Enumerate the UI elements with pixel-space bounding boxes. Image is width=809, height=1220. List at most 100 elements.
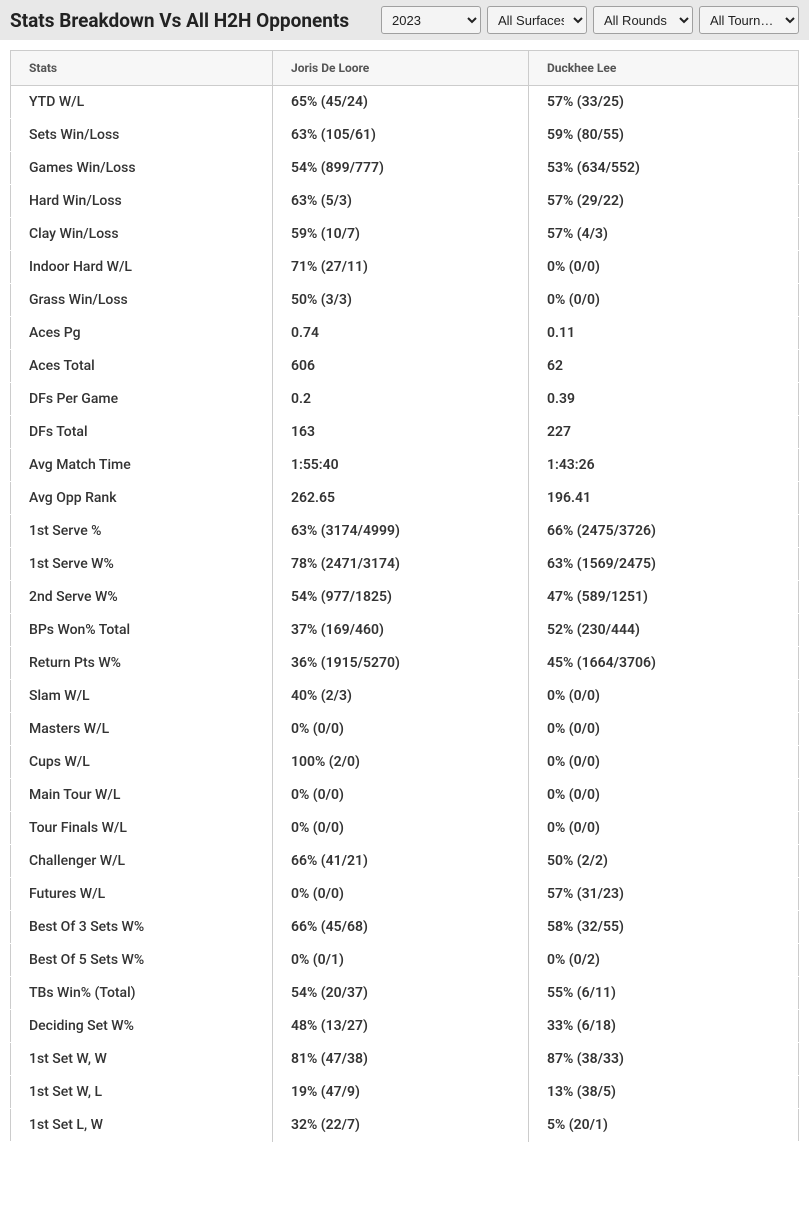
- player2-value: 0% (0/0): [529, 251, 799, 284]
- player1-value: 0.2: [273, 383, 529, 416]
- stat-label: 1st Serve W%: [11, 548, 273, 581]
- player2-value: 66% (2475/3726): [529, 515, 799, 548]
- player2-value: 59% (80/55): [529, 119, 799, 152]
- player1-value: 1:55:40: [273, 449, 529, 482]
- stat-label: 2nd Serve W%: [11, 581, 273, 614]
- stat-label: Tour Finals W/L: [11, 812, 273, 845]
- stat-label: Slam W/L: [11, 680, 273, 713]
- stat-label: Sets Win/Loss: [11, 119, 273, 152]
- table-row: Games Win/Loss54% (899/777)53% (634/552): [11, 152, 799, 185]
- player1-value: 100% (2/0): [273, 746, 529, 779]
- player1-value: 65% (45/24): [273, 86, 529, 119]
- table-row: YTD W/L65% (45/24)57% (33/25): [11, 86, 799, 119]
- table-header-row: Stats Joris De Loore Duckhee Lee: [11, 51, 799, 86]
- player2-value: 0% (0/0): [529, 713, 799, 746]
- table-row: Clay Win/Loss59% (10/7)57% (4/3): [11, 218, 799, 251]
- table-row: 1st Serve %63% (3174/4999)66% (2475/3726…: [11, 515, 799, 548]
- table-row: Sets Win/Loss63% (105/61)59% (80/55): [11, 119, 799, 152]
- stat-label: 1st Set W, W: [11, 1043, 273, 1076]
- player1-value: 606: [273, 350, 529, 383]
- stats-table: Stats Joris De Loore Duckhee Lee YTD W/L…: [10, 50, 799, 1142]
- surface-filter-select[interactable]: All Surfaces: [487, 6, 587, 34]
- stat-label: Best Of 5 Sets W%: [11, 944, 273, 977]
- player1-value: 40% (2/3): [273, 680, 529, 713]
- stat-label: Main Tour W/L: [11, 779, 273, 812]
- player2-value: 0.11: [529, 317, 799, 350]
- player1-value: 63% (5/3): [273, 185, 529, 218]
- stat-label: Avg Match Time: [11, 449, 273, 482]
- player2-value: 33% (6/18): [529, 1010, 799, 1043]
- player1-value: 48% (13/27): [273, 1010, 529, 1043]
- player1-value: 54% (20/37): [273, 977, 529, 1010]
- stat-label: Cups W/L: [11, 746, 273, 779]
- table-row: Deciding Set W%48% (13/27)33% (6/18): [11, 1010, 799, 1043]
- player1-value: 0% (0/0): [273, 779, 529, 812]
- table-row: Best Of 3 Sets W%66% (45/68)58% (32/55): [11, 911, 799, 944]
- table-row: DFs Total163227: [11, 416, 799, 449]
- player1-value: 63% (105/61): [273, 119, 529, 152]
- player2-value: 87% (38/33): [529, 1043, 799, 1076]
- stat-label: DFs Per Game: [11, 383, 273, 416]
- player2-value: 57% (4/3): [529, 218, 799, 251]
- player2-value: 62: [529, 350, 799, 383]
- table-row: 1st Set L, W32% (22/7)5% (20/1): [11, 1109, 799, 1142]
- table-row: Best Of 5 Sets W%0% (0/1)0% (0/2): [11, 944, 799, 977]
- table-row: Avg Opp Rank262.65196.41: [11, 482, 799, 515]
- stat-label: Indoor Hard W/L: [11, 251, 273, 284]
- player2-value: 55% (6/11): [529, 977, 799, 1010]
- stat-label: Return Pts W%: [11, 647, 273, 680]
- stat-label: Hard Win/Loss: [11, 185, 273, 218]
- stat-label: Clay Win/Loss: [11, 218, 273, 251]
- table-row: Hard Win/Loss63% (5/3)57% (29/22): [11, 185, 799, 218]
- stat-label: TBs Win% (Total): [11, 977, 273, 1010]
- stat-label: 1st Set W, L: [11, 1076, 273, 1109]
- player1-value: 54% (899/777): [273, 152, 529, 185]
- table-row: Cups W/L100% (2/0)0% (0/0): [11, 746, 799, 779]
- player2-value: 227: [529, 416, 799, 449]
- player2-value: 0.39: [529, 383, 799, 416]
- player1-value: 37% (169/460): [273, 614, 529, 647]
- stat-label: Futures W/L: [11, 878, 273, 911]
- player2-value: 50% (2/2): [529, 845, 799, 878]
- player2-value: 0% (0/0): [529, 812, 799, 845]
- table-row: Aces Total60662: [11, 350, 799, 383]
- table-row: DFs Per Game0.20.39: [11, 383, 799, 416]
- page-title: Stats Breakdown Vs All H2H Opponents: [10, 9, 375, 32]
- table-row: Tour Finals W/L0% (0/0)0% (0/0): [11, 812, 799, 845]
- stat-label: DFs Total: [11, 416, 273, 449]
- player2-value: 0% (0/0): [529, 680, 799, 713]
- stat-label: Grass Win/Loss: [11, 284, 273, 317]
- player2-value: 58% (32/55): [529, 911, 799, 944]
- player2-value: 13% (38/5): [529, 1076, 799, 1109]
- player2-value: 0% (0/0): [529, 746, 799, 779]
- table-row: Slam W/L40% (2/3)0% (0/0): [11, 680, 799, 713]
- column-header-player2: Duckhee Lee: [529, 51, 799, 86]
- player2-value: 53% (634/552): [529, 152, 799, 185]
- player1-value: 63% (3174/4999): [273, 515, 529, 548]
- player2-value: 52% (230/444): [529, 614, 799, 647]
- stat-label: BPs Won% Total: [11, 614, 273, 647]
- tournament-filter-select[interactable]: All Tourn…: [699, 6, 799, 34]
- player2-value: 0% (0/0): [529, 284, 799, 317]
- player1-value: 0% (0/1): [273, 944, 529, 977]
- table-row: 1st Serve W%78% (2471/3174)63% (1569/247…: [11, 548, 799, 581]
- player1-value: 0% (0/0): [273, 713, 529, 746]
- player1-value: 32% (22/7): [273, 1109, 529, 1142]
- table-row: Challenger W/L66% (41/21)50% (2/2): [11, 845, 799, 878]
- table-row: Avg Match Time1:55:401:43:26: [11, 449, 799, 482]
- table-row: TBs Win% (Total)54% (20/37)55% (6/11): [11, 977, 799, 1010]
- year-filter-select[interactable]: 2023: [381, 6, 481, 34]
- stat-label: 1st Serve %: [11, 515, 273, 548]
- stat-label: 1st Set L, W: [11, 1109, 273, 1142]
- player1-value: 66% (45/68): [273, 911, 529, 944]
- player2-value: 63% (1569/2475): [529, 548, 799, 581]
- table-row: Masters W/L0% (0/0)0% (0/0): [11, 713, 799, 746]
- player1-value: 78% (2471/3174): [273, 548, 529, 581]
- player2-value: 45% (1664/3706): [529, 647, 799, 680]
- round-filter-select[interactable]: All Rounds: [593, 6, 693, 34]
- table-row: Return Pts W%36% (1915/5270)45% (1664/37…: [11, 647, 799, 680]
- stat-label: Best Of 3 Sets W%: [11, 911, 273, 944]
- table-row: 1st Set W, W81% (47/38)87% (38/33): [11, 1043, 799, 1076]
- table-row: Grass Win/Loss50% (3/3)0% (0/0): [11, 284, 799, 317]
- header-bar: Stats Breakdown Vs All H2H Opponents 202…: [0, 0, 809, 40]
